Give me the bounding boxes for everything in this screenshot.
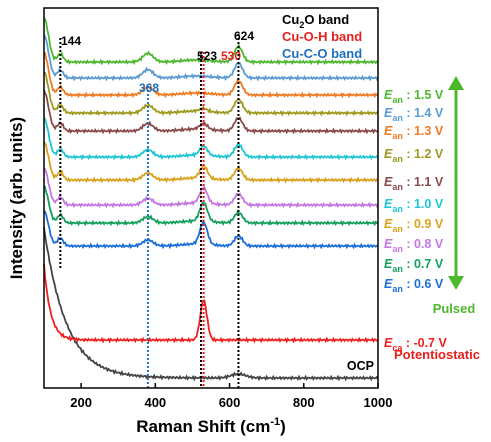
- x-tick-label-200: 200: [70, 395, 92, 410]
- spectrum-line-9: [43, 210, 379, 250]
- reference-lines: 144 368 523 530 624: [59, 29, 254, 388]
- curve-label-11: OCP: [347, 359, 374, 373]
- peak-label-368: 368: [139, 81, 159, 95]
- y-axis-title: Intensity (arb. units): [7, 117, 26, 279]
- curve-label-3: Ean : 1.2 V: [384, 147, 444, 164]
- curve-label-10: Eca : -0.7 V: [384, 336, 447, 353]
- spectrum-line-11: [43, 227, 379, 382]
- curve-label-5: Ean : 1.0 V: [384, 197, 444, 214]
- spectrum-line-6: [43, 141, 379, 184]
- x-tick-label-400: 400: [144, 395, 166, 410]
- peak-label-624: 624: [234, 29, 254, 43]
- plot-frame: [43, 7, 379, 389]
- curve-label-9: Ean : 0.6 V: [384, 277, 444, 294]
- legend-entry-2: Cu-C-O band: [282, 46, 362, 61]
- spectrum-line-3: [44, 72, 379, 117]
- x-tick-label-600: 600: [219, 395, 241, 410]
- pulsed-label: Pulsed: [433, 301, 476, 316]
- curve-label-4: Ean : 1.1 V: [384, 175, 444, 192]
- x-tick-label-800: 800: [293, 395, 315, 410]
- curve-label-1: Ean : 1.4 V: [384, 106, 444, 123]
- curve-label-2: Ean : 1.3 V: [384, 124, 444, 141]
- pulsed-arrow: [448, 76, 464, 290]
- spectrum-line-10: [43, 263, 379, 344]
- curve-label-8: Ean : 0.7 V: [384, 257, 444, 274]
- peak-label-523: 523: [197, 49, 217, 63]
- legend-entry-0: Cu2O band: [282, 12, 349, 30]
- spectrum-line-0: [43, 17, 379, 66]
- x-axis-ticks: 200 400 600 800 1000: [70, 383, 392, 410]
- legend-entry-1: Cu-O-H band: [282, 29, 362, 44]
- curve-label-7: Ean : 0.8 V: [384, 237, 444, 254]
- spectrum-line-4: [43, 89, 379, 135]
- x-axis-title: Raman Shift (cm-1): [136, 416, 286, 436]
- spectrum-line-7: [43, 167, 379, 209]
- potentiostatic-label: Potentiostatic: [394, 347, 480, 362]
- curve-label-6: Ean : 0.9 V: [384, 217, 444, 234]
- spectrum-line-2: [43, 52, 379, 99]
- spectra-group: [43, 17, 379, 382]
- x-tick-label-1000: 1000: [364, 395, 393, 410]
- spectrum-line-5: [43, 116, 379, 161]
- curve-label-0: Ean : 1.5 V: [384, 88, 444, 105]
- peak-label-530: 530: [221, 49, 241, 63]
- peak-label-144: 144: [61, 34, 81, 48]
- spectrum-line-1: [43, 34, 379, 82]
- spectrum-line-8: [43, 185, 379, 227]
